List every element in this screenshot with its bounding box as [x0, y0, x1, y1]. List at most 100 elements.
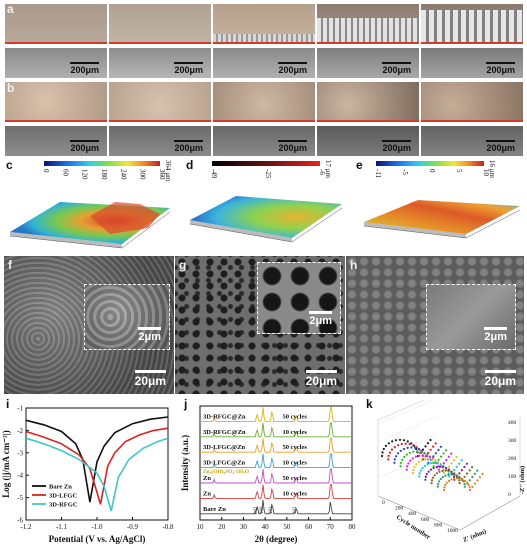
nyquist-point	[428, 455, 431, 458]
nyquist-point	[432, 445, 435, 448]
sem-image-f: 2μm 20μm	[4, 256, 174, 394]
sem-inset-f: 2μm	[84, 284, 170, 350]
nyquist-point	[418, 475, 421, 478]
x-axis-label: 2θ (degree)	[255, 534, 298, 544]
z-tick-label: 600	[421, 517, 430, 523]
panel-label-j: j	[184, 397, 188, 411]
nyquist-point	[471, 485, 474, 488]
cycle-label: 10 cycles	[283, 429, 308, 436]
colorbar-tick-label: 5	[455, 169, 463, 173]
nyquist-point	[444, 483, 447, 486]
nyquist-point	[411, 457, 414, 460]
nyquist-point	[425, 454, 428, 457]
nyquist-point	[466, 472, 469, 475]
nyquist-point	[426, 442, 430, 445]
series-line-bare-zn	[25, 416, 169, 503]
y-tick-label: -6	[17, 517, 23, 525]
nyquist-point	[390, 448, 394, 451]
nyquist-point	[438, 470, 441, 473]
nyquist-point	[429, 468, 432, 471]
nyquist-point	[460, 469, 463, 472]
z-tick-label: 1000	[447, 528, 458, 534]
nyquist-point	[408, 442, 411, 446]
nyquist-point	[394, 439, 398, 442]
nyquist-point	[437, 468, 440, 471]
nyquist-point	[468, 479, 471, 482]
nyquist-point	[403, 455, 406, 458]
miller-index-label: 101	[269, 506, 274, 514]
x-tick-label: -0.8	[162, 523, 174, 531]
scale-bar: 200μm	[382, 140, 411, 153]
chart-i-tafel: -1.2 -1.1 -1.0 -0.9 -0.8 -1 -2 -3 -4 -5 -6 Bare Zn 3…	[1, 405, 174, 545]
nyquist-point	[416, 450, 419, 453]
x-tick-label: 30	[240, 523, 248, 531]
y-axis-label: Log (|j/mA cm⁻²|)	[1, 430, 11, 497]
nyquist-point	[458, 472, 461, 475]
colorbar-tick-label: -11	[374, 169, 382, 179]
nyquist-point	[441, 469, 444, 472]
nyquist-point	[436, 485, 439, 488]
x-tick-label: -1.0	[91, 523, 103, 531]
y-tick-label: -5	[17, 494, 23, 502]
nyquist-point	[453, 473, 456, 476]
nyquist-point	[397, 444, 400, 447]
nyquist-point	[452, 459, 456, 462]
y-tick-label: 0	[508, 492, 511, 498]
panel-label-h: h	[350, 258, 358, 272]
nyquist-point	[468, 488, 472, 492]
scale-bar: 20μm	[305, 370, 337, 388]
nyquist-point	[432, 465, 435, 468]
nyquist-point	[393, 446, 396, 449]
series-line-3d-rfgc	[25, 437, 169, 512]
y-tick-label: 300	[508, 438, 517, 444]
colorbar-tick-label: 360	[158, 169, 166, 180]
colorbar-c	[44, 161, 160, 166]
x-axis-label: Potential (V vs. Ag/AgCl)	[49, 534, 146, 544]
micrograph-b-2: 200μm	[108, 81, 212, 157]
nyquist-point	[405, 453, 408, 456]
nyquist-point	[435, 472, 438, 475]
nyquist-point	[415, 463, 418, 466]
nyquist-point	[444, 474, 447, 477]
nyquist-point	[438, 480, 441, 483]
panel-label-g: g	[179, 258, 187, 272]
nyquist-point	[406, 440, 409, 443]
panel-label-d: d	[186, 158, 194, 172]
colorbar-tick-label: -6	[318, 169, 326, 175]
nyquist-point	[441, 476, 444, 479]
panel-label-c: c	[6, 158, 13, 172]
nyquist-point	[393, 458, 396, 461]
nyquist-point	[466, 481, 469, 484]
nyquist-point	[476, 469, 479, 472]
colorbar-d	[212, 161, 320, 166]
nyquist-point	[419, 469, 422, 472]
nyquist-point	[399, 461, 403, 464]
surface-d	[190, 196, 342, 238]
micrograph-a-5: 200μm	[420, 3, 524, 79]
nyquist-point	[408, 451, 411, 454]
micrograph-b-1: 200μm	[4, 81, 108, 157]
nyquist-point	[387, 454, 390, 457]
axis-box-wall	[377, 400, 425, 496]
inset-scale-bar: 2μm	[484, 327, 507, 343]
nyquist-point	[445, 458, 448, 462]
z-tick-label: 800	[434, 522, 443, 528]
x-tick-label: -1.2	[20, 523, 32, 531]
nyquist-point	[442, 452, 445, 455]
x-tick-label: 50	[283, 523, 291, 531]
legend-label: 3D-LFGC	[49, 493, 77, 500]
nyquist-point	[447, 465, 451, 468]
nyquist-point	[412, 468, 415, 471]
nyquist-point	[399, 449, 402, 452]
nyquist-point	[407, 462, 410, 465]
cycle-label: 50 cycles	[283, 444, 308, 451]
micrograph-a-2: 200μm	[108, 3, 212, 79]
nyquist-point	[463, 475, 466, 478]
nyquist-point	[410, 446, 413, 449]
micrograph-b-4: 200μm	[316, 81, 420, 157]
nyquist-point	[401, 458, 404, 461]
x-tick-label: 80	[349, 523, 357, 531]
nyquist-point	[429, 438, 432, 442]
nyquist-point	[453, 477, 456, 480]
